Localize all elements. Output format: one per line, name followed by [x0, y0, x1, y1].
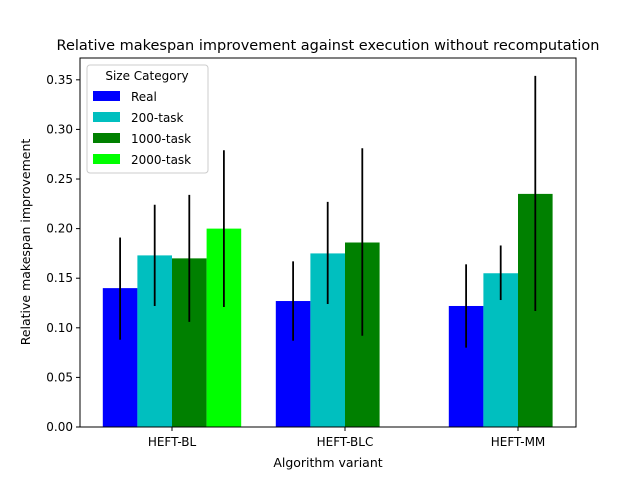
- chart-title: Relative makespan improvement against ex…: [57, 38, 600, 54]
- legend-label-1000-task: 1000-task: [131, 132, 191, 146]
- y-tick-label: 0.15: [46, 271, 73, 285]
- legend-swatch-real: [93, 91, 120, 101]
- x-tick-label-heft-mm: HEFT-MM: [491, 435, 546, 449]
- legend-label-real: Real: [131, 90, 157, 104]
- x-tick-label-heft-blc: HEFT-BLC: [317, 435, 374, 449]
- legend: Size Category Real 200-task 1000-task 2000-t…: [86, 64, 209, 174]
- x-axis-label: Algorithm variant: [273, 455, 382, 470]
- legend-label-200-task: 200-task: [131, 111, 184, 125]
- legend-swatch-200-task: [93, 112, 120, 122]
- y-tick-label: 0.10: [46, 321, 73, 335]
- y-tick-label: 0.20: [46, 222, 73, 236]
- legend-swatch-1000-task: [93, 133, 120, 143]
- error-bars-group: [119, 75, 537, 348]
- y-tick-label: 0.00: [46, 420, 73, 434]
- y-tick-label: 0.30: [46, 122, 73, 136]
- y-axis: 0.00 0.05 0.10 0.15 0.20 0.25 0.30 0.35: [46, 73, 80, 434]
- y-tick-label: 0.05: [46, 370, 73, 384]
- y-tick-label: 0.25: [46, 172, 73, 186]
- legend-swatch-2000-task: [93, 154, 120, 164]
- x-tick-label-heft-bl: HEFT-BL: [148, 435, 197, 449]
- bars-group: [102, 193, 553, 427]
- x-axis: HEFT-BL HEFT-BLC HEFT-MM: [148, 427, 545, 449]
- y-tick-label: 0.35: [46, 73, 73, 87]
- y-axis-label: Relative makespan improvement: [18, 139, 33, 346]
- legend-title: Size Category: [105, 69, 188, 83]
- legend-label-2000-task: 2000-task: [131, 153, 191, 167]
- plot-frame: [79, 57, 577, 428]
